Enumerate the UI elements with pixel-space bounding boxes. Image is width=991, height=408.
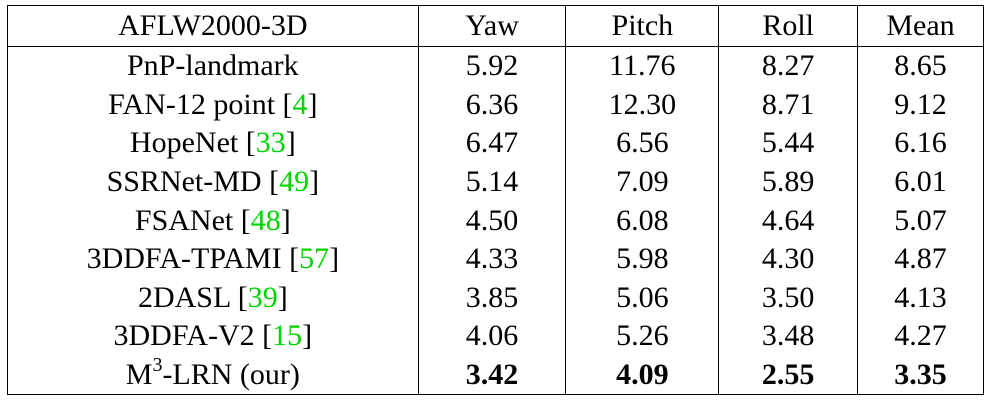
method-name: FSANet bbox=[134, 203, 234, 237]
citation-link[interactable]: 33 bbox=[255, 126, 286, 160]
cell-pitch: 12.30 bbox=[565, 85, 720, 125]
cell-roll: 3.50 bbox=[718, 278, 859, 318]
cell-yaw: 5.14 bbox=[417, 162, 567, 202]
cell-mean: 6.16 bbox=[857, 124, 984, 163]
cell-mean: 6.01 bbox=[857, 162, 984, 202]
cell-mean: 4.13 bbox=[857, 278, 984, 318]
header-yaw: Yaw bbox=[417, 5, 567, 47]
cell-mean: 4.27 bbox=[857, 317, 984, 356]
table-row-ours: M3-LRN (our) 3.42 4.09 2.55 3.35 bbox=[7, 354, 984, 396]
cell-pitch: 5.26 bbox=[565, 317, 720, 356]
cell-method: PnP-landmark bbox=[7, 46, 419, 86]
header-roll: Roll bbox=[718, 5, 859, 47]
cell-roll: 8.71 bbox=[718, 85, 859, 125]
citation-link[interactable]: 4 bbox=[292, 87, 308, 121]
header-pitch: Pitch bbox=[565, 5, 720, 47]
citation-link[interactable]: 15 bbox=[272, 319, 303, 353]
cell-yaw: 4.06 bbox=[417, 317, 567, 356]
cell-roll: 4.64 bbox=[718, 201, 859, 240]
table-header-row: AFLW2000-3D Yaw Pitch Roll Mean bbox=[7, 5, 984, 47]
method-name: 3DDFA-TPAMI bbox=[86, 242, 282, 276]
cell-method: 2DASL [39] bbox=[7, 278, 419, 318]
citation-link[interactable]: 57 bbox=[299, 242, 330, 276]
cell-roll: 2.55 bbox=[718, 355, 859, 396]
cell-pitch: 6.56 bbox=[565, 124, 720, 163]
cell-yaw: 3.85 bbox=[417, 278, 567, 318]
method-name: 3DDFA-V2 bbox=[113, 319, 255, 353]
cell-mean: 4.87 bbox=[857, 239, 984, 279]
cell-roll: 4.30 bbox=[718, 239, 859, 279]
cell-method: M3-LRN (our) bbox=[7, 354, 419, 396]
table-row: HopeNet [33] 6.47 6.56 5.44 6.16 bbox=[7, 124, 984, 163]
cell-pitch: 7.09 bbox=[565, 162, 720, 202]
table-row: 3DDFA-TPAMI [57] 4.33 5.98 4.30 4.87 bbox=[7, 239, 984, 279]
table-row: 2DASL [39] 3.85 5.06 3.50 4.13 bbox=[7, 278, 984, 318]
method-superscript: 3 bbox=[152, 354, 163, 377]
citation-link[interactable]: 49 bbox=[279, 165, 310, 199]
cell-mean: 9.12 bbox=[857, 85, 984, 125]
cell-pitch: 5.06 bbox=[565, 278, 720, 318]
cell-pitch: 6.08 bbox=[565, 201, 720, 240]
cell-yaw: 5.92 bbox=[417, 46, 567, 86]
results-table: AFLW2000-3D Yaw Pitch Roll Mean PnP-land… bbox=[7, 5, 984, 396]
results-table-container: AFLW2000-3D Yaw Pitch Roll Mean PnP-land… bbox=[7, 5, 984, 396]
cell-roll: 8.27 bbox=[718, 46, 859, 86]
cell-mean: 5.07 bbox=[857, 201, 984, 240]
cell-mean: 8.65 bbox=[857, 46, 984, 86]
citation-link[interactable]: 39 bbox=[247, 280, 278, 314]
method-name: FAN-12 point bbox=[108, 87, 276, 121]
cell-pitch: 5.98 bbox=[565, 239, 720, 279]
cell-method: SSRNet-MD [49] bbox=[7, 162, 419, 202]
cell-method: FSANet [48] bbox=[7, 201, 419, 240]
method-base: M bbox=[125, 358, 153, 392]
method-name: HopeNet bbox=[129, 126, 239, 160]
table-row: PnP-landmark 5.92 11.76 8.27 8.65 bbox=[7, 46, 984, 86]
method-name: PnP-landmark bbox=[127, 49, 299, 83]
cell-method: HopeNet [33] bbox=[7, 124, 419, 163]
cell-method: FAN-12 point [4] bbox=[7, 85, 419, 125]
cell-yaw: 4.50 bbox=[417, 201, 567, 240]
cell-yaw: 6.47 bbox=[417, 124, 567, 163]
header-mean: Mean bbox=[857, 5, 984, 47]
cell-yaw: 4.33 bbox=[417, 239, 567, 279]
cell-roll: 5.44 bbox=[718, 124, 859, 163]
cell-pitch: 4.09 bbox=[565, 355, 720, 396]
cell-method: 3DDFA-V2 [15] bbox=[7, 317, 419, 356]
citation-link[interactable]: 48 bbox=[250, 203, 281, 237]
cell-pitch: 11.76 bbox=[565, 46, 720, 86]
table-row: SSRNet-MD [49] 5.14 7.09 5.89 6.01 bbox=[7, 162, 984, 202]
method-rest: -LRN (our) bbox=[162, 358, 300, 392]
cell-roll: 3.48 bbox=[718, 317, 859, 356]
method-name: SSRNet-MD bbox=[106, 165, 262, 199]
cell-mean: 3.35 bbox=[857, 355, 984, 396]
header-dataset: AFLW2000-3D bbox=[7, 5, 419, 47]
cell-roll: 5.89 bbox=[718, 162, 859, 202]
table-row: FAN-12 point [4] 6.36 12.30 8.71 9.12 bbox=[7, 85, 984, 125]
method-name: 2DASL bbox=[137, 280, 231, 314]
table-row: 3DDFA-V2 [15] 4.06 5.26 3.48 4.27 bbox=[7, 317, 984, 356]
table-row: FSANet [48] 4.50 6.08 4.64 5.07 bbox=[7, 201, 984, 240]
cell-yaw: 6.36 bbox=[417, 85, 567, 125]
cell-yaw: 3.42 bbox=[417, 355, 567, 396]
cell-method: 3DDFA-TPAMI [57] bbox=[7, 239, 419, 279]
